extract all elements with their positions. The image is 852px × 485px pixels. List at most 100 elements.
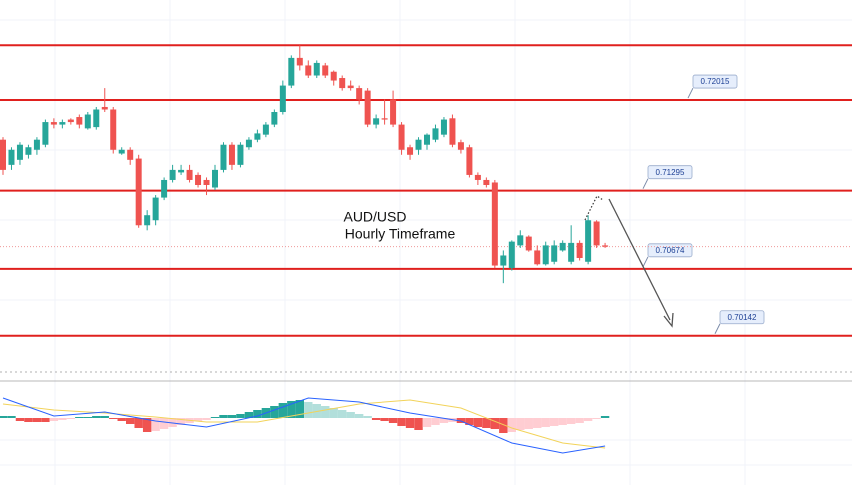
candle-body xyxy=(67,119,74,123)
candle-body xyxy=(135,158,142,226)
histogram-bar xyxy=(134,418,143,428)
candle-body xyxy=(212,169,218,188)
histogram-bar xyxy=(397,418,406,426)
level-tag-label: 0.72015 xyxy=(701,77,730,86)
level-tag-connector xyxy=(642,178,649,189)
candle-body xyxy=(542,245,549,265)
histogram-bar xyxy=(75,417,84,418)
projection-arrow xyxy=(608,198,671,321)
histogram-bar xyxy=(422,418,432,427)
histogram-bar xyxy=(117,418,126,421)
candle-body xyxy=(466,147,473,175)
level-tag-label: 0.70674 xyxy=(656,246,685,255)
level-tag-connector xyxy=(687,87,694,99)
candle-body xyxy=(237,144,244,165)
histogram-bar xyxy=(558,418,567,425)
candle-body xyxy=(152,197,159,221)
histogram-bar xyxy=(253,410,262,418)
histogram-bar xyxy=(24,418,33,422)
histogram-bar xyxy=(58,418,67,420)
histogram-bar xyxy=(592,418,601,419)
candle-body xyxy=(0,139,6,170)
candle-body xyxy=(279,85,286,113)
candle-body xyxy=(169,169,176,180)
histogram-bar xyxy=(295,400,304,418)
histogram-bar xyxy=(92,416,101,418)
candle-body xyxy=(271,112,278,125)
projection-dotted xyxy=(584,195,604,221)
histogram-bar xyxy=(439,418,449,423)
histogram-bar xyxy=(499,418,508,433)
candle-body xyxy=(525,236,532,251)
chart-title: AUD/USD xyxy=(343,209,406,225)
candle-body xyxy=(110,109,117,150)
candle-body xyxy=(407,147,414,155)
candle-body xyxy=(161,179,168,198)
chart-subtitle: Hourly Timeframe xyxy=(345,226,456,242)
candle-body xyxy=(33,139,40,150)
histogram-bar xyxy=(7,416,16,418)
candle-body xyxy=(16,144,23,160)
histogram-bar xyxy=(151,418,160,431)
histogram-bar xyxy=(109,418,118,419)
candle-body xyxy=(127,149,134,160)
candle-body xyxy=(195,174,202,185)
histogram-bar xyxy=(414,418,423,430)
histogram-bar xyxy=(600,416,610,418)
candle-body xyxy=(364,90,371,125)
candle-body xyxy=(398,124,405,150)
histogram-bar xyxy=(566,418,576,424)
histogram-bar xyxy=(126,418,135,424)
candle-body xyxy=(228,144,235,165)
histogram-bar xyxy=(473,418,483,427)
candle-body xyxy=(534,250,541,265)
candle-body xyxy=(390,99,397,125)
level-tag-box xyxy=(692,74,738,89)
histogram-bar xyxy=(66,418,76,419)
histogram-bar xyxy=(405,418,415,428)
candle-body xyxy=(322,65,329,76)
candle-body xyxy=(500,255,507,266)
candle-body xyxy=(356,88,363,100)
level-tag-connector xyxy=(714,323,721,334)
candle-body xyxy=(585,220,592,262)
histogram-bar xyxy=(159,418,169,429)
candle-body xyxy=(339,78,346,89)
histogram-bar xyxy=(236,414,245,418)
candle-body xyxy=(245,139,252,148)
histogram-bar xyxy=(193,418,203,421)
histogram-bar xyxy=(465,418,474,425)
histogram-bar xyxy=(49,418,59,421)
candle-body xyxy=(254,133,261,140)
histogram-bar xyxy=(354,414,364,418)
histogram-bar xyxy=(202,418,211,420)
signal-line xyxy=(2,399,606,449)
candle-body xyxy=(288,57,295,86)
candle-body xyxy=(118,149,125,154)
level-tag-label: 0.70142 xyxy=(728,313,757,322)
indicator xyxy=(0,397,610,454)
histogram-bar xyxy=(168,418,177,427)
candle-body xyxy=(262,124,269,135)
candle-body xyxy=(76,117,83,125)
projection-arrow-head xyxy=(663,312,674,328)
candle-body xyxy=(220,144,227,170)
candle-body xyxy=(305,65,312,76)
histogram-bar xyxy=(482,418,491,428)
candle-body xyxy=(415,139,422,150)
candle-body xyxy=(568,242,575,262)
candle-body xyxy=(313,62,320,76)
histogram-bar xyxy=(83,417,92,418)
histogram-bar xyxy=(100,416,109,418)
candle-body xyxy=(330,71,337,81)
histogram-bar xyxy=(346,412,355,418)
histogram-bar xyxy=(431,418,440,425)
macd-line xyxy=(2,397,606,454)
histogram-bar xyxy=(507,418,516,432)
histogram-bar xyxy=(329,408,338,418)
histogram-bar xyxy=(244,412,254,418)
candle-body xyxy=(593,221,600,246)
level-tag-connector xyxy=(642,256,649,268)
candle-body xyxy=(101,106,108,110)
